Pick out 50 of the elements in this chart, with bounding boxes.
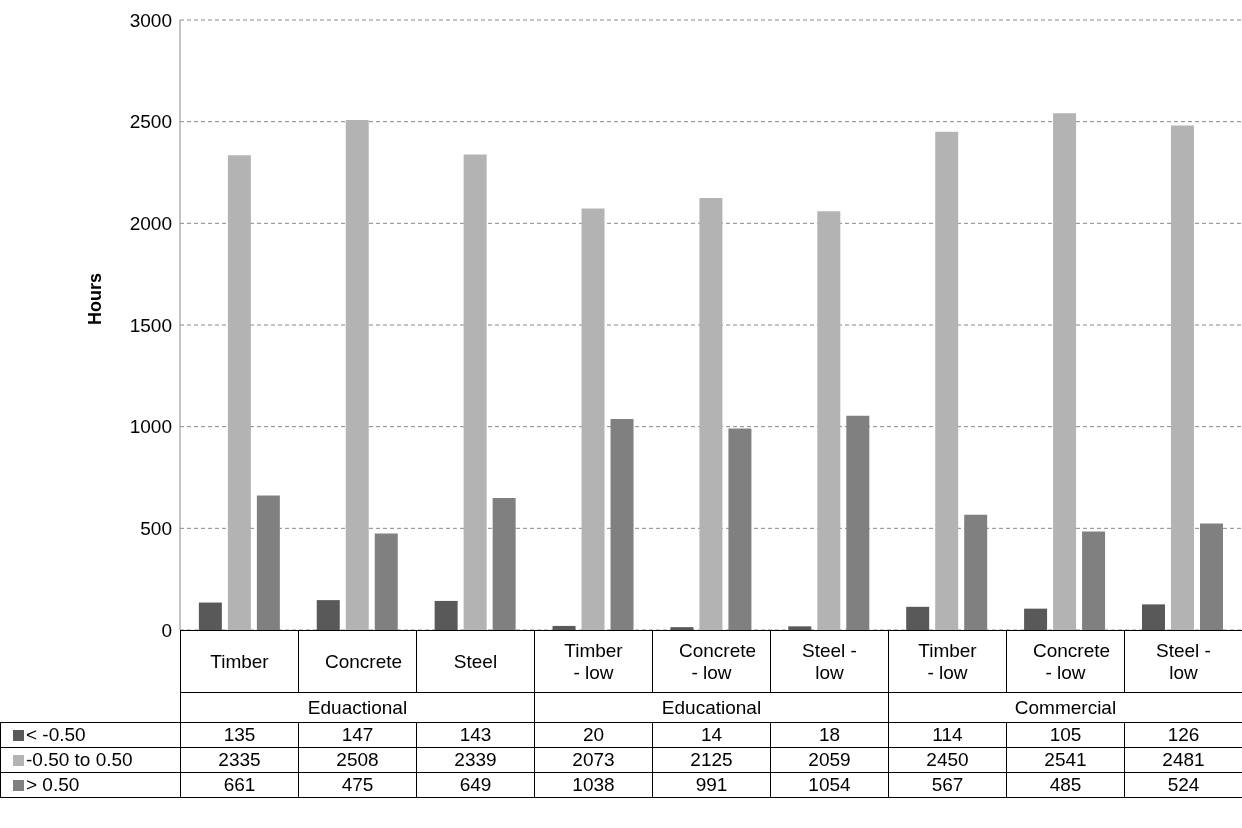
data-label: 114 — [888, 722, 1007, 748]
data-label: 1054 — [770, 772, 889, 798]
x-tick-label: Timber — [180, 630, 299, 693]
data-label: 126 — [1124, 722, 1242, 748]
x-tick-label: Concrete - low — [1006, 630, 1125, 693]
data-label: 14 — [652, 722, 771, 748]
data-label: 2508 — [298, 747, 417, 773]
legend-label: < -0.50 — [0, 722, 181, 748]
data-label: 143 — [416, 722, 535, 748]
y-tick-label: 1500 — [129, 314, 172, 336]
data-label: 20 — [534, 722, 653, 748]
y-tick-label: 3000 — [129, 9, 172, 31]
data-label: 475 — [298, 772, 417, 798]
legend-label: -0.50 to 0.50 — [0, 747, 181, 773]
x-tick-label: Steel - low — [1124, 630, 1242, 693]
data-label: 649 — [416, 772, 535, 798]
data-label: 147 — [298, 722, 417, 748]
x-tick-label: Timber - low — [888, 630, 1007, 693]
data-label: 991 — [652, 772, 771, 798]
data-label: 2339 — [416, 747, 535, 773]
y-tick-label: 2500 — [129, 111, 172, 133]
x-tick-label: Timber - low — [534, 630, 653, 693]
y-tick-label: 1000 — [129, 416, 172, 438]
data-label: 105 — [1006, 722, 1125, 748]
x-tick-label: Concrete - low — [652, 630, 771, 693]
x-tick-label: Concrete — [298, 630, 417, 693]
data-label: 567 — [888, 772, 1007, 798]
legend-label: > 0.50 — [0, 772, 181, 798]
data-label: 135 — [180, 722, 299, 748]
data-label: 2059 — [770, 747, 889, 773]
data-label: 2481 — [1124, 747, 1242, 773]
data-label: 661 — [180, 772, 299, 798]
data-label: 2335 — [180, 747, 299, 773]
y-tick-label: 2000 — [129, 213, 172, 235]
y-tick-label: 500 — [140, 518, 172, 540]
text: Educational — [534, 692, 889, 723]
data-label: 2450 — [888, 747, 1007, 773]
x-tick-label: Steel — [416, 630, 535, 693]
text: Commercial — [888, 692, 1242, 723]
data-label: 2073 — [534, 747, 653, 773]
data-label: 485 — [1006, 772, 1125, 798]
data-label: 2541 — [1006, 747, 1125, 773]
y-axis-title: Hours — [85, 272, 106, 325]
y-tick-label: 0 — [161, 619, 172, 641]
x-tick-label: Steel - low — [770, 630, 889, 693]
text: Eduactional — [180, 692, 535, 723]
data-label: 2125 — [652, 747, 771, 773]
data-label: 18 — [770, 722, 889, 748]
data-label: 524 — [1124, 772, 1242, 798]
data-label: 1038 — [534, 772, 653, 798]
